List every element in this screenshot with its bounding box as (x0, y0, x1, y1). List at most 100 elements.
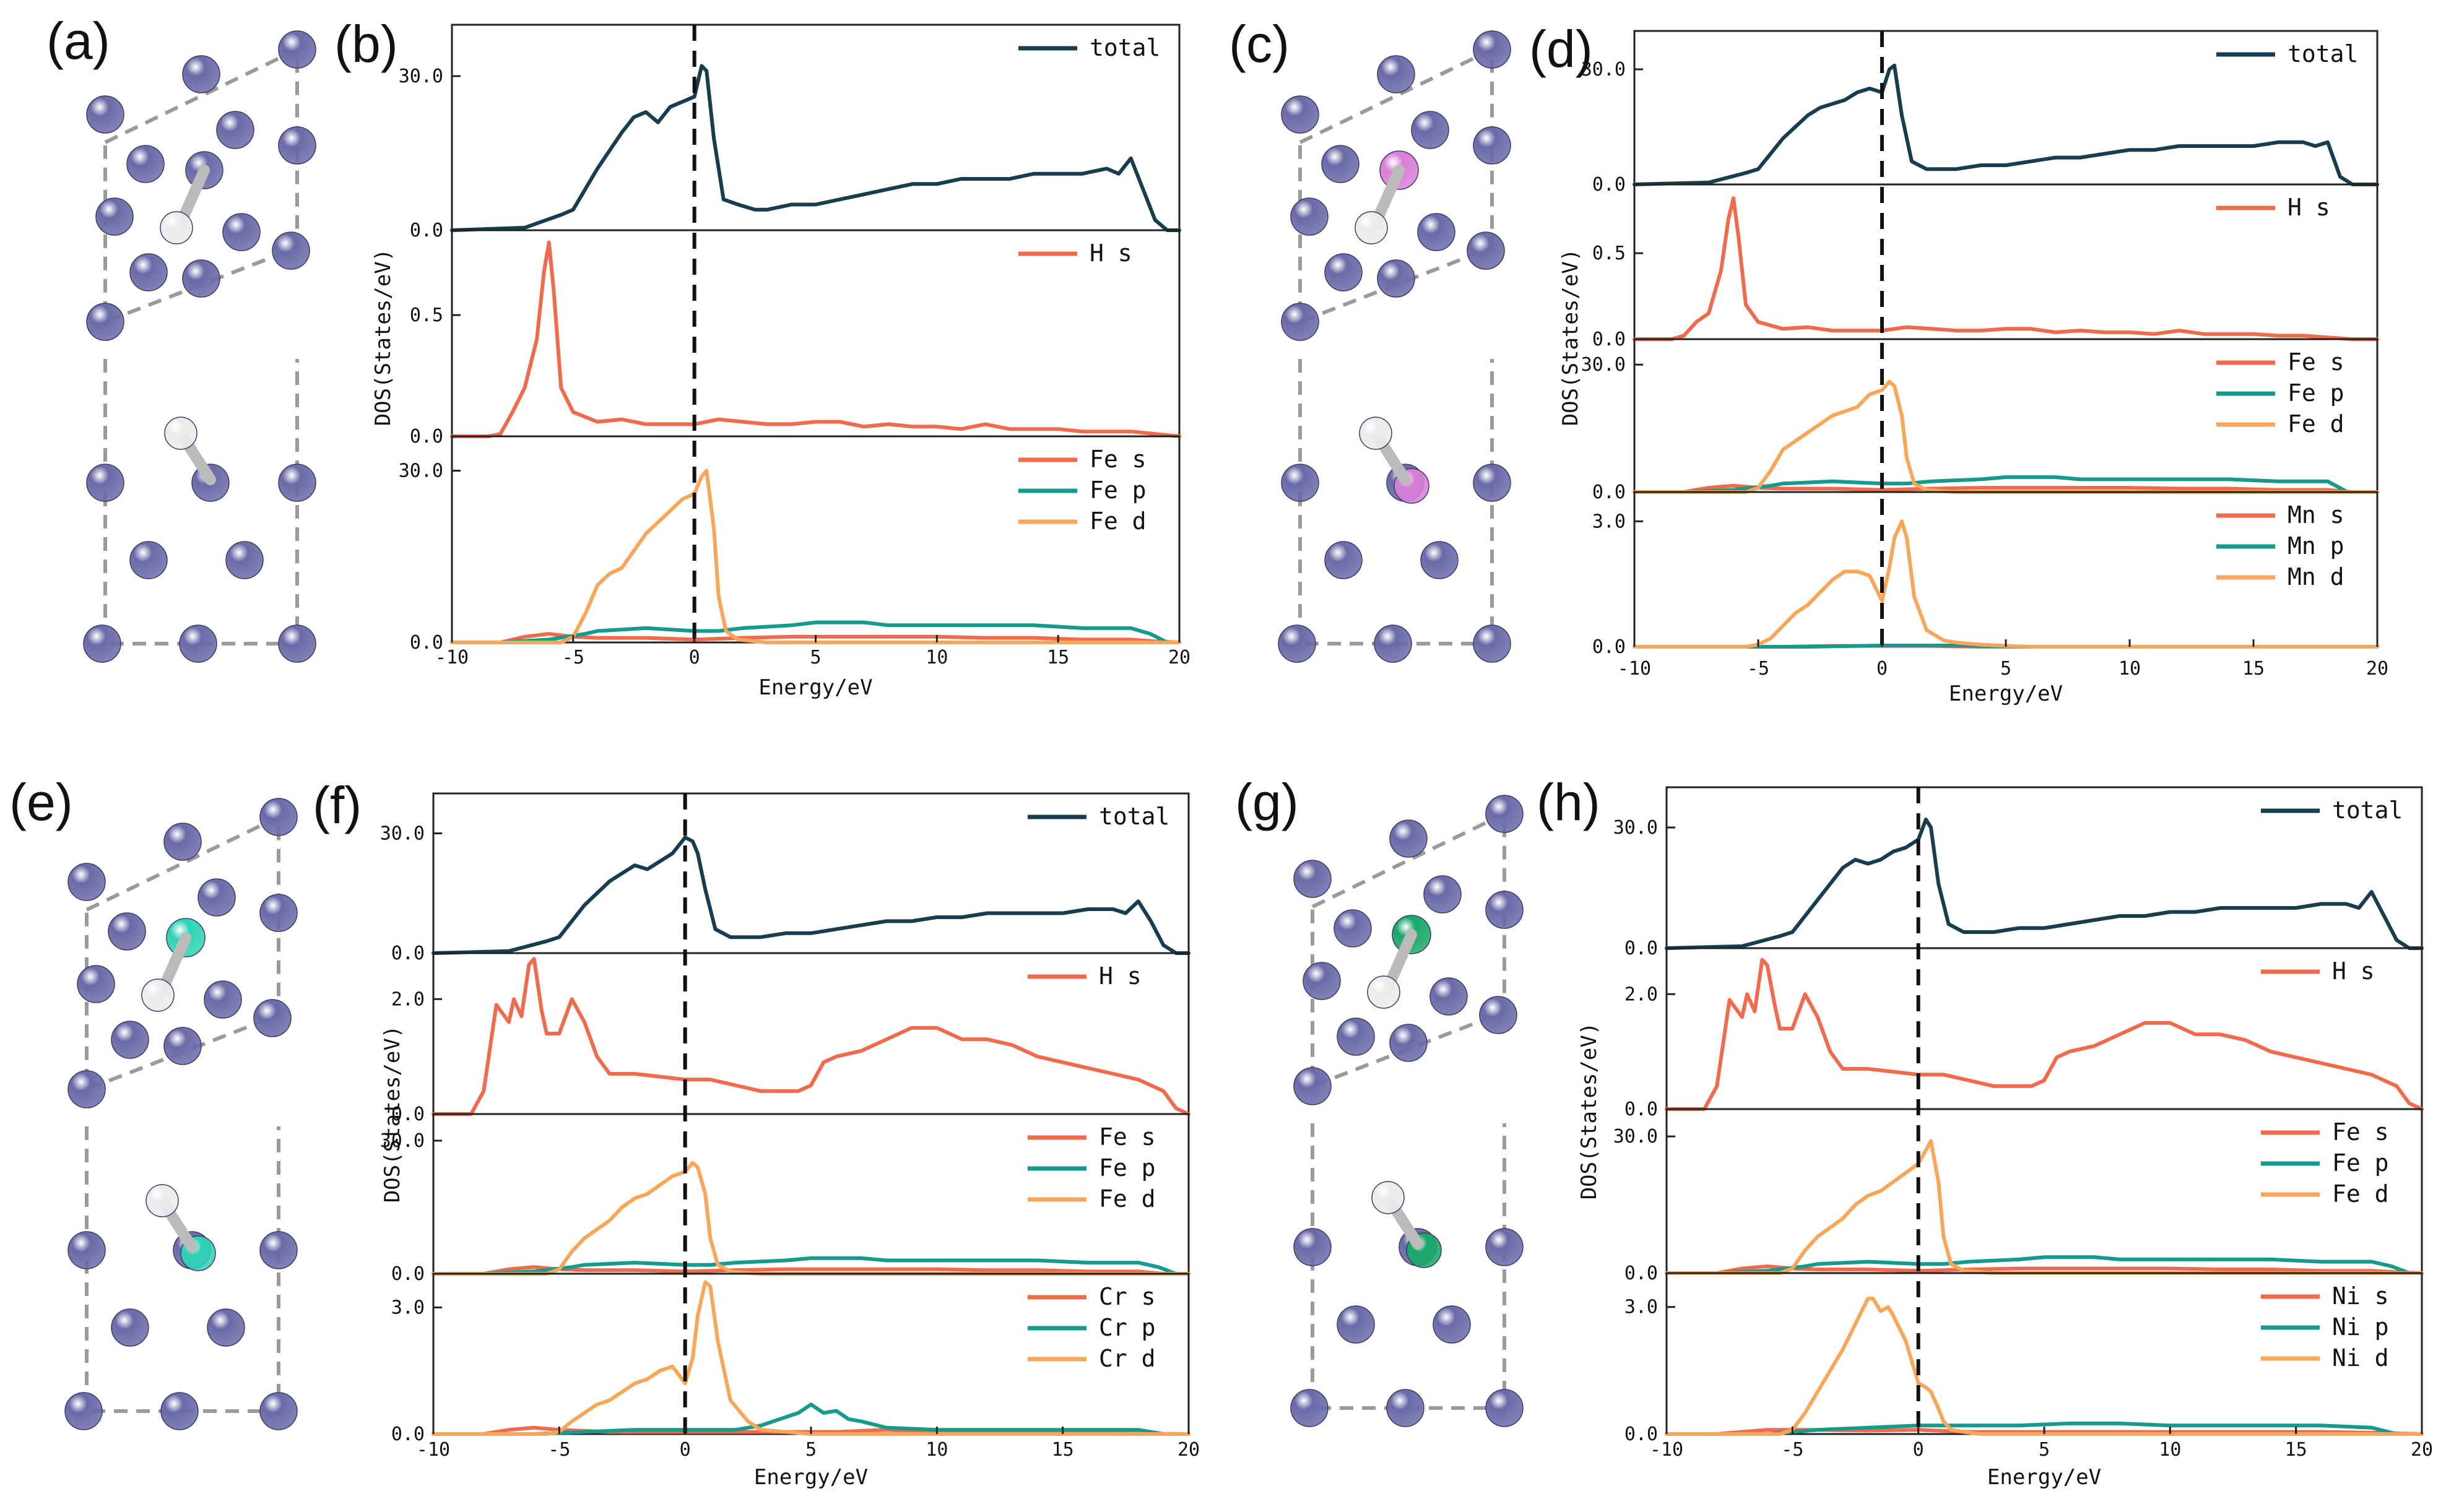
x-tick-label: 20 (1168, 647, 1190, 668)
x-tick-label: -10 (1650, 1439, 1683, 1461)
series-line (432, 836, 1190, 955)
series-line (1633, 379, 2379, 494)
x-axis-title: Energy/eV (754, 1465, 868, 1490)
subplot: 0.0 30.0 total (1581, 30, 2379, 196)
y-tick-label: 30.0 (1613, 1126, 1658, 1147)
legend-entry: Cr p (1099, 1314, 1156, 1341)
x-tick-label: -10 (417, 1439, 450, 1461)
subplot: 0.0 30.0 Fe s Fe p Fe d (1581, 338, 2379, 503)
legend-entry: Fe d (2288, 410, 2344, 438)
fe-atom (278, 624, 316, 663)
fe-atom (1374, 624, 1412, 663)
legend-entry: Cr s (1099, 1283, 1156, 1310)
x-tick-label: 0 (680, 1439, 691, 1461)
fe-atom (1377, 259, 1415, 298)
fe-atom (1467, 231, 1505, 270)
subplot: 0.0 0.5 H s (1592, 183, 2379, 350)
fe-atom (1281, 95, 1319, 134)
x-tick-label: 15 (1052, 1439, 1074, 1461)
fe-atom (1389, 1024, 1428, 1062)
y-tick-label: 3.0 (1624, 1297, 1658, 1318)
atomic-structure (64, 798, 298, 1430)
series-line (1633, 196, 2379, 341)
series-line (450, 469, 1181, 644)
unit-cell-side (85, 1126, 280, 1413)
fe-atom (1473, 624, 1511, 663)
fe-atom (207, 1308, 245, 1347)
dos-chart-h: (h) 0.0 30.0 total 0.0 2.0 H s 0.0 30.0 Fe s Fe p F… (1537, 773, 2433, 1490)
h-atom (1367, 975, 1400, 1009)
subplot-frame (451, 435, 1181, 644)
series-line (1665, 818, 2424, 950)
x-tick-label: 5 (805, 1439, 817, 1461)
h-atom (1371, 1181, 1405, 1214)
y-tick-label: 0.0 (1624, 1423, 1658, 1445)
panel-label: (f) (313, 776, 362, 834)
fe-atom (225, 541, 264, 579)
x-tick-label: 0 (1876, 658, 1888, 680)
fe-atom (182, 259, 220, 298)
legend-entry: Fe d (2332, 1180, 2389, 1207)
fe-atom (197, 878, 236, 917)
legend-entry: H s (1090, 240, 1132, 267)
x-tick-label: -10 (435, 647, 469, 668)
series-line (450, 240, 1181, 438)
fe-atom (216, 111, 254, 149)
dos-chart-b: (b) 0.0 30.0 total 0.0 0.5 H s 0.0 30.0 Fe s Fe p F… (334, 15, 1190, 700)
x-tick-label: 15 (1047, 647, 1069, 668)
y-tick-label: 0.0 (1624, 1263, 1658, 1284)
y-tick-label: 0.0 (1624, 1099, 1658, 1120)
fe-atom (1321, 145, 1360, 183)
series-line (1665, 1255, 2424, 1275)
fe-atom (1293, 1067, 1332, 1105)
subplot: 0.0 30.0 Fe s Fe p Fe d (1613, 1108, 2424, 1284)
fe-atom (160, 1392, 199, 1430)
legend-entry: Ni d (2332, 1344, 2389, 1372)
fe-atom (86, 464, 124, 502)
x-tick-label: 20 (2366, 658, 2388, 680)
legend-entry: H s (2288, 194, 2330, 221)
legend-entry: total (1090, 34, 1160, 61)
fe-atom (1473, 126, 1511, 165)
subplot-frame (451, 229, 1181, 438)
fe-atom (278, 126, 316, 165)
fe-atom (222, 213, 261, 251)
y-axis-title: DOS(States/eV) (380, 1026, 405, 1203)
legend-entry: Ni p (2332, 1313, 2389, 1341)
subplot-frame (451, 24, 1181, 231)
x-tick-label: -10 (1618, 658, 1651, 680)
fe-atom (1290, 197, 1329, 236)
fe-atom (67, 1070, 106, 1108)
subplot: 0.0 30.0 Fe s Fe p Fe d (399, 435, 1181, 654)
legend-entry: H s (2332, 957, 2375, 985)
fe-atom (1485, 1228, 1524, 1266)
fe-atom (1485, 891, 1524, 929)
fe-atom (86, 95, 124, 134)
y-tick-label: 0.0 (1592, 329, 1626, 350)
panel-label: (e) (9, 773, 73, 831)
fe-atom (163, 1027, 202, 1065)
fe-atom (1337, 1305, 1375, 1344)
fe-atom (1324, 541, 1363, 579)
subplot: 0.0 30.0 total (1613, 786, 2424, 959)
series-line (1665, 957, 2424, 1111)
fe-atom (1337, 1017, 1375, 1056)
series-line (450, 632, 1181, 644)
subplot: 0.0 2.0 H s (1624, 947, 2424, 1120)
series-line (432, 1280, 1190, 1436)
x-tick-label: -5 (548, 1439, 570, 1461)
x-tick-label: 15 (2242, 658, 2265, 680)
h-atom (1355, 211, 1388, 244)
fe-atom (179, 624, 217, 663)
atomic-structure (1290, 795, 1524, 1427)
legend-entry: Mn p (2288, 532, 2344, 559)
y-axis-title: DOS(States/eV) (1577, 1022, 1602, 1200)
series-line (432, 957, 1190, 1116)
series-line (1633, 519, 2379, 649)
series-line (450, 64, 1181, 232)
fe-atom (204, 980, 242, 1019)
fe-atom (1433, 1305, 1471, 1344)
x-tick-label: 20 (1177, 1439, 1200, 1461)
series-line (432, 1425, 1190, 1436)
dos-chart-d: (d) 0.0 30.0 total 0.0 0.5 H s 0.0 30.0 Fe s Fe p F… (1529, 20, 2388, 706)
